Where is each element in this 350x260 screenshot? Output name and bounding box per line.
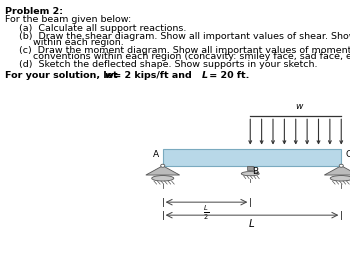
Bar bbox=[247, 166, 253, 170]
Text: For your solution, let: For your solution, let bbox=[5, 72, 121, 81]
Text: (c)  Draw the moment diagram. Show all important values of moment. Show the sign: (c) Draw the moment diagram. Show all im… bbox=[19, 46, 350, 55]
Text: For the beam given below:: For the beam given below: bbox=[5, 15, 132, 24]
Text: = 20 ft.: = 20 ft. bbox=[206, 72, 250, 81]
Text: $L$: $L$ bbox=[248, 217, 256, 229]
Text: within each region.: within each region. bbox=[33, 38, 123, 47]
Text: $\frac{L}{2}$: $\frac{L}{2}$ bbox=[203, 204, 210, 223]
Text: conventions within each region (concavity: smiley face, sad face, etc.): conventions within each region (concavit… bbox=[33, 52, 350, 61]
Polygon shape bbox=[146, 166, 180, 175]
Ellipse shape bbox=[241, 172, 259, 176]
Ellipse shape bbox=[330, 176, 350, 181]
Text: w: w bbox=[295, 102, 303, 111]
Circle shape bbox=[339, 164, 343, 167]
Text: A: A bbox=[153, 150, 159, 159]
Text: (a)  Calculate all support reactions.: (a) Calculate all support reactions. bbox=[19, 24, 187, 33]
Ellipse shape bbox=[152, 176, 174, 181]
Text: w: w bbox=[104, 72, 113, 81]
Circle shape bbox=[161, 164, 165, 167]
Polygon shape bbox=[324, 166, 350, 175]
Text: L: L bbox=[202, 72, 208, 81]
Text: C: C bbox=[345, 150, 350, 159]
Text: = 2 kips/ft and: = 2 kips/ft and bbox=[110, 72, 195, 81]
Text: (b)  Draw the shear diagram. Show all important values of shear. Show the sign c: (b) Draw the shear diagram. Show all imp… bbox=[19, 32, 350, 41]
Text: B: B bbox=[252, 167, 258, 176]
Bar bbox=[163, 149, 341, 166]
Text: Problem 2:: Problem 2: bbox=[5, 6, 63, 16]
Text: (d)  Sketch the deflected shape. Show supports in your sketch.: (d) Sketch the deflected shape. Show sup… bbox=[19, 60, 318, 69]
